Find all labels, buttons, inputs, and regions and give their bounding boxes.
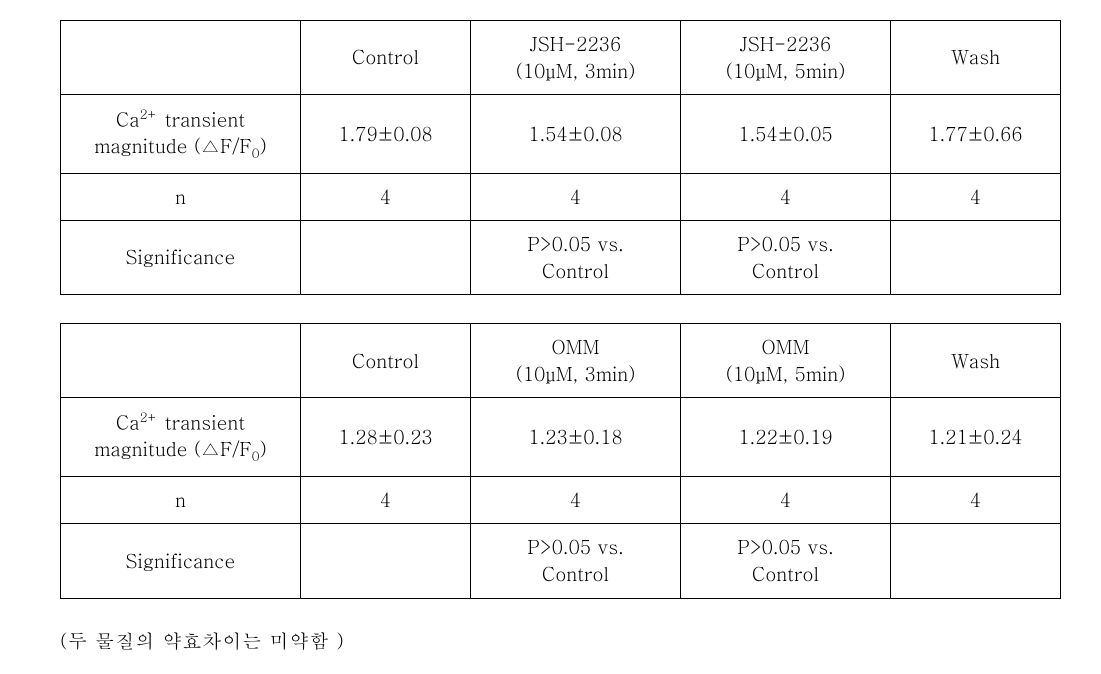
n-row: n 4 4 4 4 bbox=[61, 173, 1061, 221]
results-table-jsh: Control JSH-2236 (10μM, 3min) JSH-2236 (… bbox=[60, 20, 1061, 295]
header-5min-line1: JSH-2236 bbox=[740, 30, 832, 57]
header-5min-line2: (10μM, 5min) bbox=[726, 360, 846, 387]
sig-5min-line2: Control bbox=[752, 257, 819, 284]
header-control: Control bbox=[301, 21, 471, 95]
header-3min: OMM (10μM, 3min) bbox=[471, 324, 681, 398]
label-ca: Ca bbox=[116, 106, 140, 133]
label-transient: transient bbox=[159, 106, 246, 133]
sig-wash bbox=[891, 221, 1061, 295]
significance-row: Significance P>0.05 vs. Control P>0.05 v… bbox=[61, 524, 1061, 598]
magnitude-label: Ca2+ transient magnitude (△F/F0) bbox=[61, 95, 301, 173]
header-5min-line2: (10μM, 5min) bbox=[726, 57, 846, 84]
header-row: Control JSH-2236 (10μM, 3min) JSH-2236 (… bbox=[61, 21, 1061, 95]
header-3min-line1: JSH-2236 bbox=[530, 30, 622, 57]
sig-3min-line1: P>0.05 vs. bbox=[527, 230, 623, 257]
sig-control bbox=[301, 221, 471, 295]
sig-5min: P>0.05 vs. Control bbox=[681, 221, 891, 295]
n-label: n bbox=[61, 173, 301, 221]
sig-5min: P>0.05 vs. Control bbox=[681, 524, 891, 598]
sig-3min-line1: P>0.05 vs. bbox=[527, 533, 623, 560]
magnitude-row: Ca2+ transient magnitude (△F/F0) 1.79±0.… bbox=[61, 95, 1061, 173]
label-mag: magnitude (△F/F bbox=[94, 132, 251, 159]
magnitude-3min: 1.23±0.18 bbox=[471, 398, 681, 476]
magnitude-5min: 1.22±0.19 bbox=[681, 398, 891, 476]
sig-5min-line1: P>0.05 vs. bbox=[737, 533, 833, 560]
label-ca: Ca bbox=[116, 409, 140, 436]
sig-5min-line1: P>0.05 vs. bbox=[737, 230, 833, 257]
sig-3min-line2: Control bbox=[542, 560, 609, 587]
label-transient: transient bbox=[159, 409, 246, 436]
n-5min: 4 bbox=[681, 476, 891, 524]
header-3min-line1: OMM bbox=[552, 333, 600, 360]
magnitude-row: Ca2+ transient magnitude (△F/F0) 1.28±0.… bbox=[61, 398, 1061, 476]
sig-label: Significance bbox=[61, 221, 301, 295]
label-mag: magnitude (△F/F bbox=[94, 435, 251, 462]
label-close: ) bbox=[260, 435, 267, 462]
magnitude-control: 1.28±0.23 bbox=[301, 398, 471, 476]
n-5min: 4 bbox=[681, 173, 891, 221]
sig-label: Significance bbox=[61, 524, 301, 598]
header-row: Control OMM (10μM, 3min) OMM (10μM, 5min… bbox=[61, 324, 1061, 398]
results-table-omm: Control OMM (10μM, 3min) OMM (10μM, 5min… bbox=[60, 323, 1061, 598]
header-control: Control bbox=[301, 324, 471, 398]
sig-wash bbox=[891, 524, 1061, 598]
header-3min: JSH-2236 (10μM, 3min) bbox=[471, 21, 681, 95]
header-5min: JSH-2236 (10μM, 5min) bbox=[681, 21, 891, 95]
label-sub: 0 bbox=[252, 446, 260, 465]
label-sub: 0 bbox=[252, 143, 260, 162]
header-5min-line1: OMM bbox=[762, 333, 810, 360]
header-5min: OMM (10μM, 5min) bbox=[681, 324, 891, 398]
label-sup: 2+ bbox=[140, 407, 159, 426]
n-wash: 4 bbox=[891, 476, 1061, 524]
n-row: n 4 4 4 4 bbox=[61, 476, 1061, 524]
n-control: 4 bbox=[301, 173, 471, 221]
magnitude-wash: 1.77±0.66 bbox=[891, 95, 1061, 173]
n-wash: 4 bbox=[891, 173, 1061, 221]
sig-3min: P>0.05 vs. Control bbox=[471, 221, 681, 295]
n-label: n bbox=[61, 476, 301, 524]
sig-3min: P>0.05 vs. Control bbox=[471, 524, 681, 598]
label-close: ) bbox=[260, 132, 267, 159]
magnitude-control: 1.79±0.08 bbox=[301, 95, 471, 173]
sig-3min-line2: Control bbox=[542, 257, 609, 284]
header-3min-line2: (10μM, 3min) bbox=[516, 360, 636, 387]
magnitude-3min: 1.54±0.08 bbox=[471, 95, 681, 173]
header-blank bbox=[61, 324, 301, 398]
header-wash: Wash bbox=[891, 21, 1061, 95]
footnote-text: (두 물질의 약효차이는 미약함 ) bbox=[60, 627, 1081, 654]
n-3min: 4 bbox=[471, 173, 681, 221]
significance-row: Significance P>0.05 vs. Control P>0.05 v… bbox=[61, 221, 1061, 295]
n-control: 4 bbox=[301, 476, 471, 524]
sig-5min-line2: Control bbox=[752, 560, 819, 587]
magnitude-wash: 1.21±0.24 bbox=[891, 398, 1061, 476]
header-blank bbox=[61, 21, 301, 95]
magnitude-5min: 1.54±0.05 bbox=[681, 95, 891, 173]
header-3min-line2: (10μM, 3min) bbox=[516, 57, 636, 84]
header-wash: Wash bbox=[891, 324, 1061, 398]
sig-control bbox=[301, 524, 471, 598]
n-3min: 4 bbox=[471, 476, 681, 524]
magnitude-label: Ca2+ transient magnitude (△F/F0) bbox=[61, 398, 301, 476]
label-sup: 2+ bbox=[140, 104, 159, 123]
